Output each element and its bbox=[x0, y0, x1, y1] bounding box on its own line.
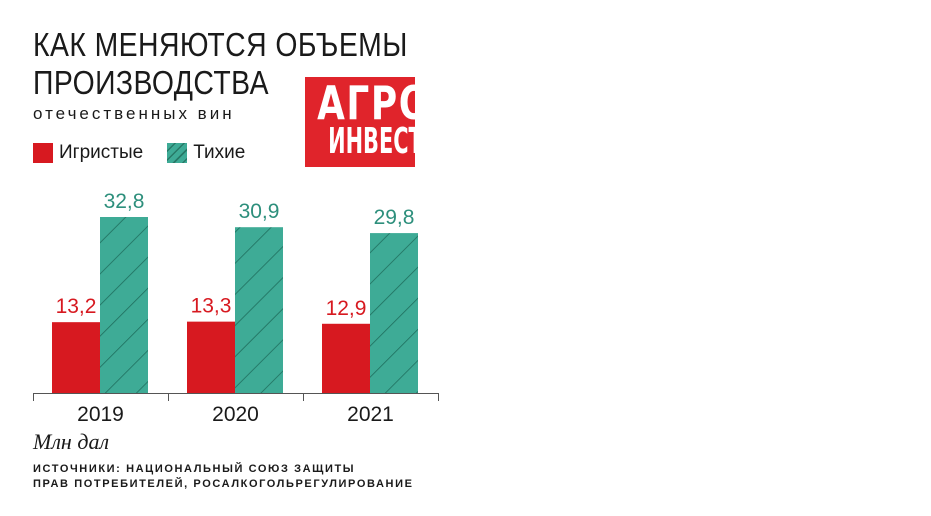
tick-label-2020: 2020 bbox=[212, 403, 259, 426]
unit-label: Млн дал bbox=[33, 429, 110, 454]
title-line-1: КАК МЕНЯЮТСЯ ОБЪЕМЫ bbox=[33, 26, 408, 63]
bar-still-2020 bbox=[235, 227, 283, 393]
tick-label-2021: 2021 bbox=[347, 403, 394, 426]
chart-subtitle: отечественных вин bbox=[33, 104, 235, 123]
bars-group: 13,2 32,8 13,3 30,9 12,9 29,8 bbox=[52, 190, 418, 393]
legend-label-sparkling: Игристые bbox=[59, 142, 144, 163]
tick-label-2019: 2019 bbox=[77, 403, 124, 426]
source-line-1: ИСТОЧНИКИ: НАЦИОНАЛЬНЫЙ СОЮЗ ЗАЩИТЫ bbox=[33, 463, 356, 475]
data-label-sparkling-2019: 13,2 bbox=[56, 295, 97, 318]
bar-sparkling-2020 bbox=[187, 321, 235, 393]
source-note: ИСТОЧНИКИ: НАЦИОНАЛЬНЫЙ СОЮЗ ЗАЩИТЫ ПРАВ… bbox=[33, 462, 414, 492]
legend-swatch-sparkling bbox=[33, 143, 53, 163]
data-label-still-2019: 32,8 bbox=[104, 190, 145, 213]
bar-still-2021 bbox=[370, 233, 418, 393]
legend: Игристые Тихие bbox=[33, 142, 269, 164]
title-line-2: ПРОИЗВОДСТВА bbox=[33, 64, 269, 101]
data-label-sparkling-2021: 12,9 bbox=[326, 297, 367, 320]
x-axis: 2019 2020 2021 bbox=[33, 393, 439, 426]
chart-title: КАК МЕНЯЮТСЯ ОБЪЕМЫ ПРОИЗВОДСТВА bbox=[33, 26, 408, 102]
logo-line-1: АГРО bbox=[317, 77, 415, 130]
legend-swatch-still bbox=[167, 143, 188, 163]
legend-item-sparkling: Игристые bbox=[33, 142, 143, 164]
legend-item-still: Тихие bbox=[167, 142, 245, 164]
data-label-still-2020: 30,9 bbox=[239, 200, 280, 223]
data-label-sparkling-2020: 13,3 bbox=[191, 295, 232, 318]
bar-still-2019 bbox=[100, 217, 148, 393]
bar-sparkling-2019 bbox=[52, 322, 100, 393]
source-line-2: ПРАВ ПОТРЕБИТЕЛЕЙ, РОСАЛКОГОЛЬРЕГУЛИРОВА… bbox=[33, 478, 414, 490]
data-label-still-2021: 29,8 bbox=[374, 206, 415, 229]
agroinvestor-logo: АГРО ИНВЕСТОР bbox=[305, 77, 415, 167]
bar-sparkling-2021 bbox=[322, 323, 370, 393]
legend-label-still: Тихие bbox=[193, 142, 246, 163]
